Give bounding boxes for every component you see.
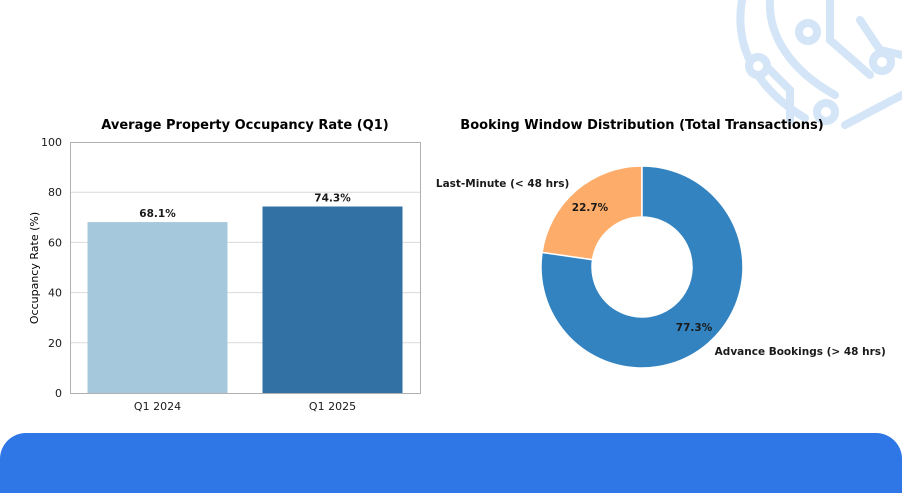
donut-chart-category-label: Advance Bookings (> 48 hrs)	[715, 346, 886, 358]
donut-chart-slice	[541, 165, 643, 261]
bar-chart-y-axis-label: Occupancy Rate (%)	[28, 212, 41, 324]
donut-chart-labels: 22.7%Last-Minute (< 48 hrs) 77.3%Advance …	[436, 178, 886, 358]
bar-chart: Average Property Occupancy Rate (Q1) 0 20…	[28, 118, 421, 413]
donut-chart-title: Booking Window Distribution (Total Trans…	[460, 118, 823, 133]
bar-chart-bar	[262, 206, 403, 393]
bar-chart-y-tick-label: 20	[48, 337, 62, 350]
donut-chart-percent-label: 22.7%	[572, 202, 609, 214]
bar-chart-y-axis: 0 20 40 60 80 100	[41, 136, 62, 400]
donut-chart-slice	[540, 165, 744, 369]
donut-chart: Booking Window Distribution (Total Trans…	[436, 118, 886, 369]
circuit-pattern-icon	[736, 0, 902, 129]
bar-chart-x-tick-label: Q1 2024	[134, 400, 181, 413]
bar-chart-title: Average Property Occupancy Rate (Q1)	[101, 118, 388, 133]
bar-chart-bar	[87, 222, 228, 393]
bar-chart-data-label: 68.1%	[139, 208, 176, 220]
bar-chart-y-tick-label: 100	[41, 136, 62, 149]
chart-canvas: Average Property Occupancy Rate (Q1) 0 20…	[28, 0, 902, 413]
donut-chart-slices	[540, 165, 744, 369]
bar-chart-bars: 68.1% 74.3%	[87, 193, 403, 393]
bar-chart-y-tick-label: 80	[48, 186, 62, 199]
bar-chart-x-axis: Q1 2024 Q1 2025	[134, 400, 356, 413]
bar-chart-y-tick-label: 40	[48, 287, 62, 300]
bar-chart-data-label: 74.3%	[314, 193, 351, 205]
donut-chart-percent-label: 77.3%	[676, 322, 713, 334]
bar-chart-y-tick-label: 0	[55, 387, 62, 400]
donut-chart-category-label: Last-Minute (< 48 hrs)	[436, 178, 569, 190]
bar-chart-y-tick-label: 60	[48, 236, 62, 249]
bar-chart-frame	[70, 142, 421, 394]
bar-chart-x-tick-label: Q1 2025	[309, 400, 356, 413]
